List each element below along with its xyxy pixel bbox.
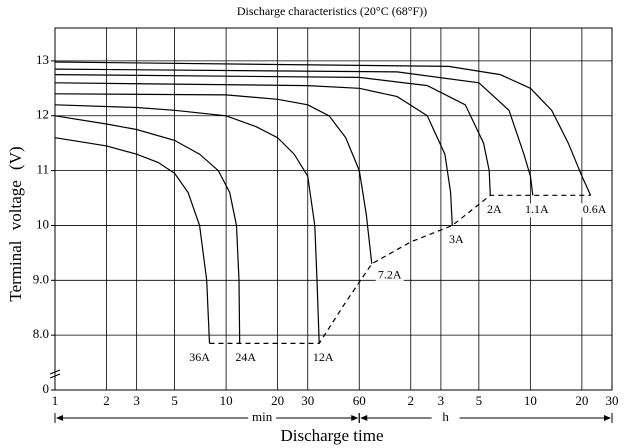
curve [54, 74, 491, 196]
y-tick-label: 0 [43, 381, 50, 396]
x-tick-label: 30 [301, 393, 314, 408]
x-tick-label: 20 [271, 393, 284, 408]
curve [54, 82, 453, 226]
label-bg [375, 268, 404, 283]
curve-label: 0.6A [583, 202, 607, 216]
curve-label: 1.1A [525, 202, 549, 216]
label-bg [480, 203, 509, 218]
label-bg [442, 233, 471, 248]
x-axis-label: Discharge time [280, 426, 383, 445]
label-bg [248, 411, 277, 425]
x-tick-label: 3 [133, 393, 140, 408]
x-tick-label: 30 [606, 393, 619, 408]
curve [54, 68, 534, 196]
x-tick-label: 2 [408, 393, 415, 408]
x-tick-label: 60 [353, 393, 366, 408]
curve-label: 36A [189, 350, 210, 364]
curve [54, 115, 241, 344]
axis-break [49, 369, 61, 375]
x-tick-label: 2 [103, 393, 110, 408]
x-tick-label: 10 [524, 393, 537, 408]
x-tick-label: 20 [575, 393, 588, 408]
label-bg [580, 203, 609, 218]
y-tick-label: 9.0 [33, 271, 49, 286]
curve [54, 104, 320, 344]
label-bg [231, 351, 260, 366]
y-tick-label: 13 [36, 52, 49, 67]
curve-label: 24A [235, 350, 256, 364]
y-axis-label: Terminal voltage (V) [6, 146, 25, 301]
x-unit-label: h [442, 409, 449, 424]
label-bg [522, 203, 551, 218]
chart-title: Discharge characteristics (20°C (68°F)) [237, 4, 427, 18]
x-tick-label: 5 [476, 393, 483, 408]
y-tick-label: 8.0 [33, 326, 49, 341]
axis-break [49, 373, 61, 379]
label-bg [431, 411, 460, 425]
y-tick-label: 11 [36, 162, 49, 177]
curve-label: 3A [449, 232, 464, 246]
label-bg [185, 351, 214, 366]
x-tick-label: 3 [438, 393, 445, 408]
x-tick-label: 10 [220, 393, 233, 408]
curve-label: 7.2A [378, 268, 402, 282]
curve-label: 12A [313, 350, 334, 364]
curve-label: 2A [487, 202, 502, 216]
y-tick-label: 10 [36, 216, 49, 231]
y-tick-label: 12 [36, 107, 49, 122]
end-voltage-line [209, 194, 591, 344]
label-bg [309, 351, 338, 366]
curve [54, 61, 592, 196]
curve [54, 93, 373, 264]
x-tick-label: 1 [52, 393, 59, 408]
x-unit-label: min [252, 409, 273, 424]
x-tick-label: 5 [171, 393, 178, 408]
curve [54, 137, 211, 344]
plot-frame [54, 27, 613, 391]
